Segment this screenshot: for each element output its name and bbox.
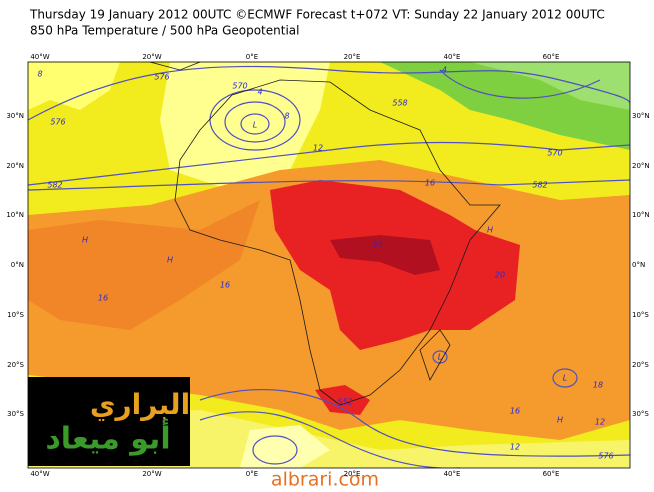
contour-label: 558 bbox=[392, 99, 407, 108]
lat-label: 0°N bbox=[11, 261, 24, 269]
contour-label: 8 bbox=[284, 112, 289, 121]
footer-url: albrari.com bbox=[271, 469, 379, 489]
contour-label: 12 bbox=[313, 144, 323, 153]
lon-label: 0°E bbox=[246, 470, 258, 478]
contour-label: 16 bbox=[220, 281, 230, 290]
lat-label: 30°S bbox=[7, 410, 24, 418]
lat-label: 30°N bbox=[632, 112, 650, 120]
lon-label: 0°E bbox=[246, 53, 258, 61]
contour-label: 4 bbox=[257, 88, 262, 97]
lon-label: 60°E bbox=[543, 53, 560, 61]
lat-label: 30°N bbox=[6, 112, 24, 120]
contour-label: H bbox=[557, 416, 563, 425]
lat-label: 0°N bbox=[632, 261, 645, 269]
lon-label: 20°E bbox=[344, 470, 361, 478]
contour-label: L bbox=[563, 374, 567, 383]
lat-label: 20°N bbox=[6, 162, 24, 170]
contour-label: 570 bbox=[547, 149, 562, 158]
lat-label: 20°N bbox=[632, 162, 650, 170]
logo-box bbox=[28, 377, 190, 466]
lon-label: 40°W bbox=[30, 53, 49, 61]
contour-label: 576 bbox=[154, 73, 169, 82]
title: Thursday 19 January 2012 00UTC ©ECMWF Fo… bbox=[29, 8, 605, 22]
lon-label: 60°E bbox=[543, 470, 560, 478]
lat-label: 10°N bbox=[6, 211, 24, 219]
contour-label: L bbox=[253, 121, 257, 130]
contour-label: 16 bbox=[510, 407, 520, 416]
contour-label: 24 bbox=[373, 241, 383, 250]
lat-label: 10°S bbox=[632, 311, 649, 319]
lon-label: 20°W bbox=[142, 470, 161, 478]
map-labels: 40°W 40°W 20°W 20°W 0°E 0°E 20°E 20°E 40°E 40°E 60… bbox=[6, 53, 649, 478]
contour-label: H bbox=[487, 226, 493, 235]
lat-label: 20°S bbox=[7, 361, 24, 369]
contour-label: 12 bbox=[595, 418, 605, 427]
contour-label: 582 bbox=[532, 181, 547, 190]
contour-label: L bbox=[438, 353, 442, 362]
lon-label: 20°W bbox=[142, 53, 161, 61]
lon-label: 40°E bbox=[444, 470, 461, 478]
lat-label: 10°N bbox=[632, 211, 650, 219]
contour-label: 552 bbox=[337, 398, 352, 407]
contour-label: 16 bbox=[98, 294, 108, 303]
contour-label: 8 bbox=[37, 70, 42, 79]
contour-label: 582 bbox=[47, 181, 62, 190]
map-frame bbox=[27, 61, 631, 469]
contour-label: 576 bbox=[598, 452, 613, 461]
subtitle: 850 hPa Temperature / 500 hPa Geopotenti… bbox=[30, 24, 299, 38]
contour-label: 18 bbox=[593, 381, 603, 390]
lon-label: 20°E bbox=[344, 53, 361, 61]
contour-label: 16 bbox=[425, 179, 435, 188]
logo-line1: البراري bbox=[90, 388, 190, 421]
map-field bbox=[28, 62, 630, 468]
lat-label: 20°S bbox=[632, 361, 649, 369]
lat-label: 30°S bbox=[632, 410, 649, 418]
lon-label: 40°E bbox=[444, 53, 461, 61]
lat-label: 10°S bbox=[7, 311, 24, 319]
contour-label: 576 bbox=[50, 118, 65, 127]
contour-label: H bbox=[82, 236, 88, 245]
contour-label: 12 bbox=[510, 443, 520, 452]
lon-label: 40°W bbox=[30, 470, 49, 478]
contour-label: -4 bbox=[439, 66, 447, 75]
contour-label: 570 bbox=[232, 82, 247, 91]
contour-label: 20 bbox=[495, 271, 505, 280]
logo-line2: أبو ميعاد bbox=[45, 419, 170, 457]
contour-label: H bbox=[167, 256, 173, 265]
